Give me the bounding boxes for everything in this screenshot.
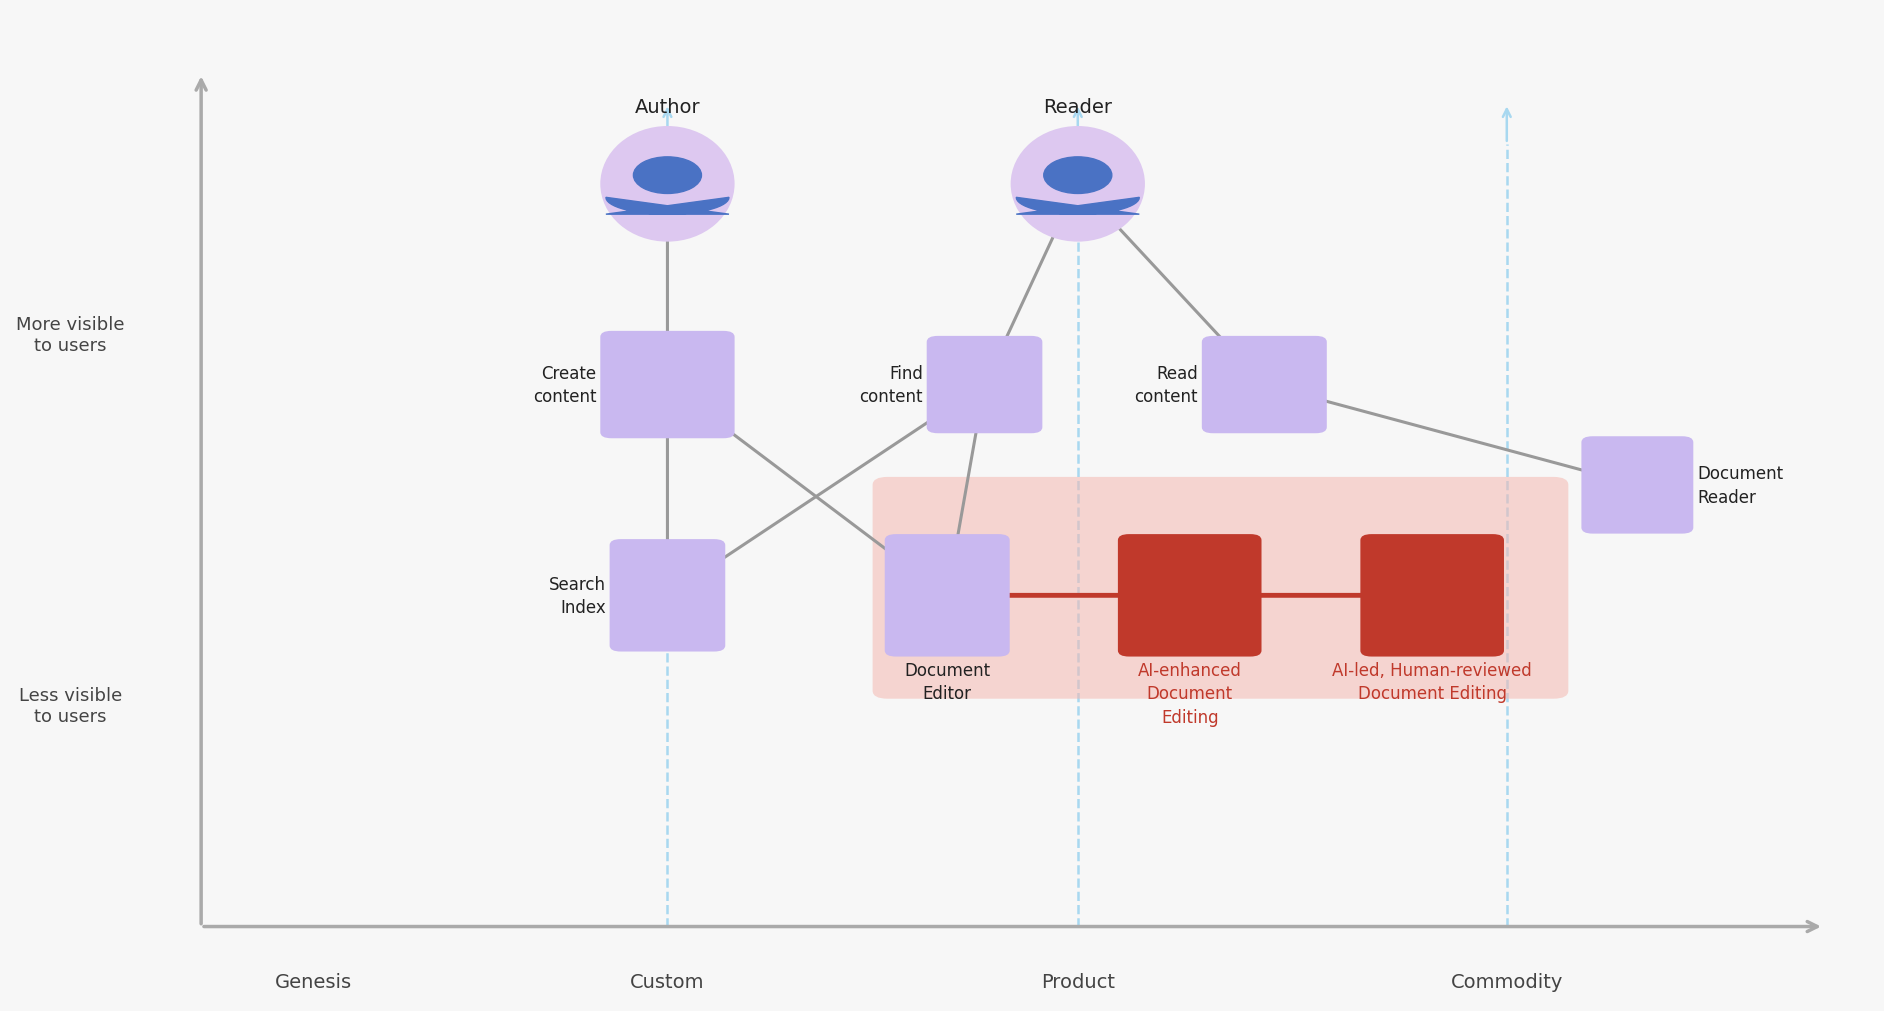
- FancyBboxPatch shape: [885, 535, 1010, 657]
- Circle shape: [1044, 158, 1112, 194]
- FancyArrowPatch shape: [1215, 589, 1413, 602]
- Text: Document
Editor: Document Editor: [904, 661, 991, 703]
- FancyBboxPatch shape: [1360, 535, 1503, 657]
- FancyArrowPatch shape: [684, 400, 961, 584]
- FancyArrowPatch shape: [972, 589, 1170, 602]
- Text: Create
content: Create content: [533, 364, 597, 406]
- FancyArrowPatch shape: [948, 412, 980, 576]
- FancyArrowPatch shape: [663, 412, 673, 575]
- Text: Read
content: Read content: [1134, 364, 1198, 406]
- FancyBboxPatch shape: [872, 477, 1567, 699]
- Polygon shape: [1015, 198, 1140, 215]
- Text: Custom: Custom: [629, 972, 705, 991]
- Text: Product: Product: [1040, 972, 1115, 991]
- Ellipse shape: [1010, 127, 1145, 243]
- Text: Find
content: Find content: [859, 364, 923, 406]
- FancyBboxPatch shape: [601, 332, 735, 439]
- Text: More visible
to users: More visible to users: [17, 315, 124, 355]
- Text: Less visible
to users: Less visible to users: [19, 686, 122, 726]
- Text: Author: Author: [635, 98, 701, 117]
- FancyBboxPatch shape: [927, 337, 1042, 434]
- FancyArrowPatch shape: [663, 212, 673, 365]
- Text: AI-led, Human-reviewed
Document Editing: AI-led, Human-reviewed Document Editing: [1332, 661, 1532, 703]
- FancyBboxPatch shape: [610, 540, 725, 652]
- FancyBboxPatch shape: [1117, 535, 1262, 657]
- FancyArrowPatch shape: [1291, 392, 1618, 482]
- Ellipse shape: [601, 127, 735, 243]
- Circle shape: [633, 158, 701, 194]
- FancyArrowPatch shape: [993, 210, 1066, 367]
- FancyBboxPatch shape: [1202, 337, 1326, 434]
- Polygon shape: [607, 198, 729, 215]
- FancyBboxPatch shape: [1581, 437, 1694, 534]
- Text: Genesis: Genesis: [275, 972, 352, 991]
- Text: Commodity: Commodity: [1451, 972, 1564, 991]
- Text: AI-enhanced
Document
Editing: AI-enhanced Document Editing: [1138, 661, 1242, 726]
- FancyArrowPatch shape: [690, 402, 931, 583]
- Text: Reader: Reader: [1044, 98, 1112, 117]
- Text: Document
Reader: Document Reader: [1697, 465, 1782, 507]
- FancyArrowPatch shape: [1096, 205, 1251, 370]
- Text: Search
Index: Search Index: [548, 575, 607, 617]
